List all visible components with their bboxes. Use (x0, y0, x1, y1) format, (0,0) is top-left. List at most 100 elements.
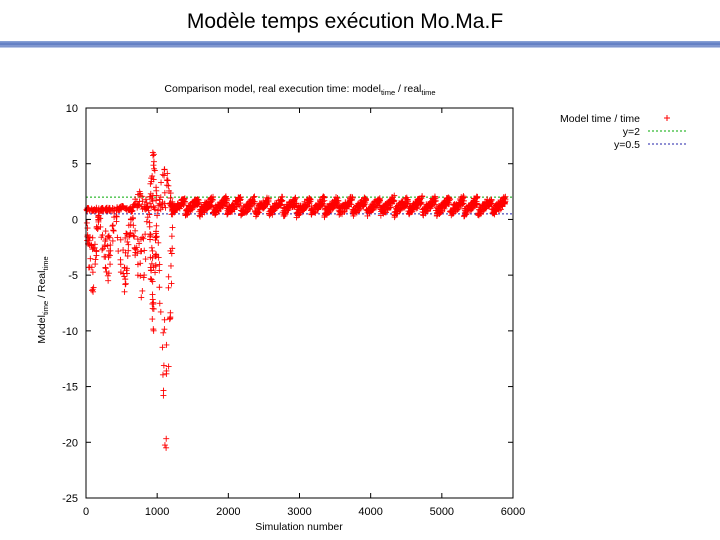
data-point (137, 192, 144, 199)
data-point (153, 222, 160, 229)
data-point (99, 246, 106, 253)
data-point (115, 248, 122, 255)
data-point (134, 204, 141, 211)
data-point (125, 247, 132, 254)
data-point (141, 247, 148, 254)
data-point (142, 256, 149, 263)
data-point (155, 239, 162, 246)
data-point (154, 207, 161, 214)
data-point (419, 193, 426, 200)
data-point (362, 196, 369, 203)
data-point (250, 194, 257, 201)
y-tick-label: -20 (62, 437, 78, 449)
data-point (165, 363, 172, 370)
data-point (446, 195, 453, 202)
data-point (142, 196, 149, 203)
data-point (320, 200, 327, 207)
data-point (159, 371, 166, 378)
data-point (376, 195, 383, 202)
data-point (113, 218, 120, 225)
data-point (139, 234, 146, 241)
data-point (93, 207, 100, 214)
y-axis-label: Modeltime / Realtime (36, 256, 50, 343)
data-point (149, 305, 156, 312)
legend-swatch-0 (664, 115, 670, 121)
data-point (474, 201, 481, 208)
data-point (417, 200, 424, 207)
data-point (391, 192, 398, 199)
data-point (150, 158, 157, 165)
data-point (106, 252, 113, 259)
data-point (122, 281, 129, 288)
data-point (438, 208, 445, 215)
data-point (167, 262, 174, 269)
data-point (89, 234, 96, 241)
data-point (460, 194, 467, 201)
data-point (124, 253, 131, 260)
data-point (335, 197, 342, 204)
data-point (149, 149, 156, 156)
data-point (169, 224, 176, 231)
data-point (109, 237, 116, 244)
data-point (107, 261, 114, 268)
data-point (156, 267, 163, 274)
data-point (404, 198, 411, 205)
data-point (132, 249, 139, 256)
data-point (143, 204, 150, 211)
data-point (146, 223, 153, 230)
data-point (147, 232, 154, 239)
data-point (97, 215, 104, 222)
data-point (116, 206, 123, 213)
data-point (149, 173, 156, 180)
data-point (134, 261, 141, 268)
data-point (147, 275, 154, 282)
x-tick-label: 1000 (145, 506, 169, 518)
data-point (165, 284, 172, 291)
y-tick-label: -25 (62, 493, 78, 505)
data-point (163, 182, 170, 189)
data-point (167, 309, 174, 316)
data-point (147, 264, 154, 271)
data-point (88, 242, 95, 249)
data-point (125, 241, 132, 248)
data-point (158, 201, 165, 208)
data-point (150, 299, 157, 306)
data-point (90, 288, 97, 295)
data-point (117, 261, 124, 268)
data-point (123, 230, 130, 237)
data-point (159, 171, 166, 178)
data-point (105, 277, 112, 284)
data-point (150, 176, 157, 183)
data-point (160, 392, 167, 399)
data-point (136, 240, 143, 247)
data-point (161, 442, 168, 449)
data-point (130, 201, 137, 208)
data-point (152, 230, 159, 237)
data-point (88, 241, 95, 248)
y-tick-label: 10 (66, 103, 78, 115)
data-point (89, 246, 96, 253)
data-point (321, 214, 328, 221)
data-point (195, 199, 202, 206)
y-tick-label: 0 (72, 214, 78, 226)
data-point (106, 247, 113, 254)
data-point (130, 232, 137, 239)
data-point (462, 210, 469, 217)
data-point (321, 194, 328, 201)
data-point (163, 444, 170, 451)
data-point (161, 172, 168, 179)
data-point (149, 291, 156, 298)
data-point (122, 276, 129, 283)
data-point (161, 326, 168, 333)
data-point (356, 206, 363, 213)
data-point (474, 193, 481, 200)
data-point (277, 202, 284, 209)
data-point (263, 200, 270, 207)
data-point (148, 244, 155, 251)
data-point (150, 327, 157, 334)
data-point (93, 224, 100, 231)
data-point (398, 198, 405, 205)
data-point (156, 284, 163, 291)
data-point (157, 194, 164, 201)
data-point (122, 280, 129, 287)
